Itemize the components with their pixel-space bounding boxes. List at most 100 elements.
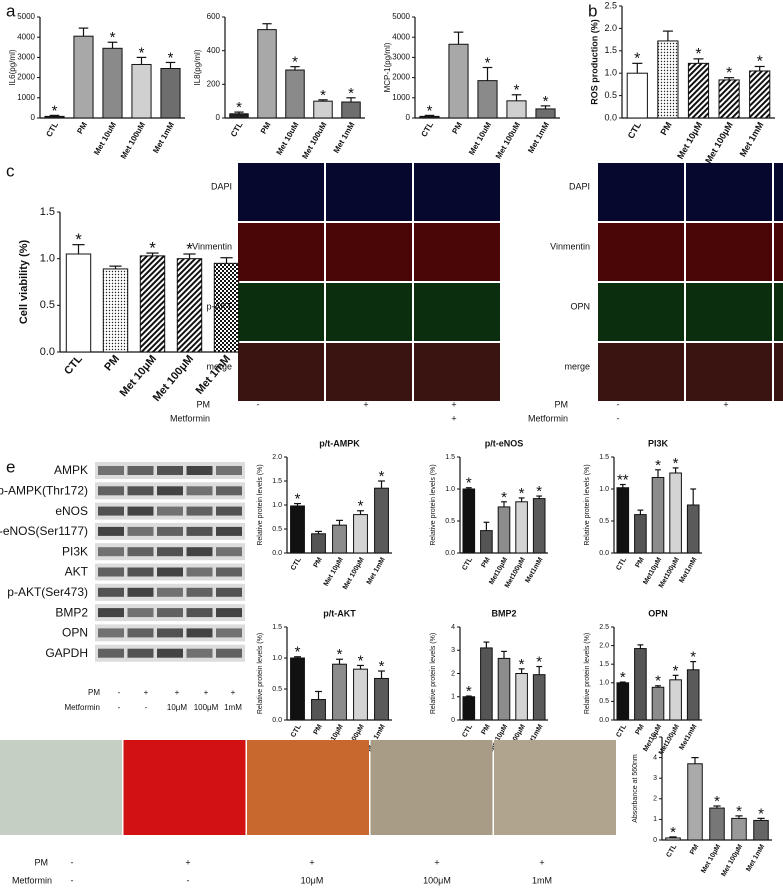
bar bbox=[651, 686, 665, 721]
micrograph bbox=[774, 343, 783, 401]
x-tick-label: PM bbox=[634, 556, 645, 569]
y-tick-label: 1.0 bbox=[40, 253, 55, 265]
y-tick-label: 1.0 bbox=[599, 486, 609, 493]
x-tick-label: Met 100uM bbox=[494, 120, 522, 160]
treatment-value: - bbox=[187, 875, 190, 885]
y-tick-label: 1.5 bbox=[272, 478, 282, 485]
bar bbox=[139, 255, 166, 353]
y-tick-label: 1.5 bbox=[604, 45, 617, 55]
significance-mark: * bbox=[690, 649, 696, 666]
x-tick-label: Met 10μM bbox=[323, 556, 345, 587]
error-bar bbox=[518, 497, 525, 502]
blot-band bbox=[216, 608, 242, 618]
x-tick-label: CTL bbox=[290, 556, 303, 572]
bar bbox=[448, 43, 469, 119]
blot-band bbox=[98, 628, 124, 638]
micrograph bbox=[774, 163, 783, 221]
error-bar bbox=[357, 510, 364, 515]
row-label: OPN bbox=[570, 301, 590, 311]
blot-band bbox=[157, 547, 183, 557]
y-tick-label: 1000 bbox=[17, 93, 35, 102]
error-bar bbox=[672, 674, 679, 680]
bar bbox=[341, 101, 361, 119]
x-tick-label: CTL bbox=[615, 556, 628, 572]
significance-mark: * bbox=[673, 662, 679, 679]
x-tick-label: Met 1mM bbox=[194, 353, 233, 397]
x-tick-label: PM bbox=[259, 120, 273, 135]
y-tick-label: 3 bbox=[451, 647, 455, 654]
treatment-value: - bbox=[145, 703, 148, 712]
blot-band bbox=[127, 567, 154, 577]
y-tick-label: 0.5 bbox=[272, 686, 282, 693]
bar bbox=[462, 488, 476, 554]
error-bar bbox=[655, 685, 661, 688]
error-bar bbox=[518, 668, 525, 674]
blot-band bbox=[98, 466, 124, 475]
significance-mark: * bbox=[110, 29, 116, 46]
error-bar bbox=[107, 41, 118, 49]
y-tick-label: 1 bbox=[653, 816, 657, 823]
bar bbox=[626, 72, 648, 119]
y-axis-label: ROS production (%) bbox=[589, 19, 599, 105]
significance-mark: * bbox=[292, 54, 298, 71]
significance-mark: * bbox=[52, 102, 58, 119]
treatment-value: - bbox=[71, 875, 74, 885]
y-tick-label: 2000 bbox=[392, 73, 410, 82]
bar bbox=[616, 487, 630, 554]
x-tick-label: PM bbox=[634, 723, 645, 736]
x-tick-label: PM bbox=[313, 556, 324, 569]
row-label: Vinmentin bbox=[192, 241, 232, 251]
significance-mark: * bbox=[466, 475, 472, 492]
y-tick-label: 2.0 bbox=[272, 454, 282, 461]
y-tick-label: 2.5 bbox=[599, 624, 609, 631]
y-tick-label: 600 bbox=[207, 12, 221, 21]
y-tick-label: 2.0 bbox=[604, 23, 617, 33]
blot-label: OPN bbox=[62, 626, 88, 640]
treatment-value: + bbox=[723, 399, 728, 409]
significance-mark: * bbox=[379, 658, 385, 675]
bar bbox=[731, 817, 747, 841]
y-tick-label: 1.0 bbox=[272, 655, 282, 662]
chart-title: p/t-eNOS bbox=[485, 438, 524, 448]
row-label: DAPI bbox=[569, 181, 590, 191]
y-tick-label: 4000 bbox=[17, 32, 35, 41]
x-tick-label: Met 1mM bbox=[526, 120, 551, 154]
error-bar bbox=[619, 681, 626, 683]
y-tick-label: 2000 bbox=[17, 73, 35, 82]
treatment-value: 100μM bbox=[423, 875, 451, 885]
micrograph bbox=[0, 740, 122, 835]
bar bbox=[686, 669, 700, 721]
micrograph bbox=[686, 283, 772, 341]
error-bar bbox=[146, 252, 159, 256]
micrograph bbox=[326, 163, 412, 221]
x-tick-label: Met 10μM bbox=[675, 120, 704, 161]
bar bbox=[290, 657, 305, 721]
treatment-value: 10μM bbox=[167, 703, 188, 712]
error-bar bbox=[465, 695, 472, 697]
bar bbox=[535, 108, 556, 119]
treatment-label: Metformin bbox=[64, 703, 100, 712]
blot-band bbox=[186, 506, 213, 516]
x-tick-label: Met 1mM bbox=[738, 120, 766, 158]
bar bbox=[718, 79, 740, 119]
y-axis-label: Cell viability (%) bbox=[18, 239, 30, 324]
y-axis-label: Relative protein levels (%) bbox=[584, 464, 591, 545]
micrograph bbox=[123, 740, 246, 835]
micrograph bbox=[414, 223, 500, 281]
significance-mark: * bbox=[655, 673, 661, 690]
significance-mark: * bbox=[139, 44, 145, 61]
y-axis-label: MCP-1(pg/ml) bbox=[383, 42, 392, 92]
bar bbox=[353, 514, 368, 554]
bar bbox=[515, 501, 528, 554]
blot-band bbox=[186, 466, 213, 475]
x-tick-label: Met1mM bbox=[678, 723, 698, 751]
treatment-value: + bbox=[185, 857, 190, 867]
error-bar bbox=[315, 690, 322, 700]
blot-band bbox=[98, 526, 124, 536]
blot-label: eNOS bbox=[55, 504, 88, 518]
error-bar bbox=[501, 501, 507, 507]
blot-band bbox=[127, 648, 154, 658]
blot-band bbox=[127, 547, 154, 557]
x-tick-label: CTL bbox=[44, 120, 60, 138]
treatment-value: 10μM bbox=[301, 875, 324, 885]
